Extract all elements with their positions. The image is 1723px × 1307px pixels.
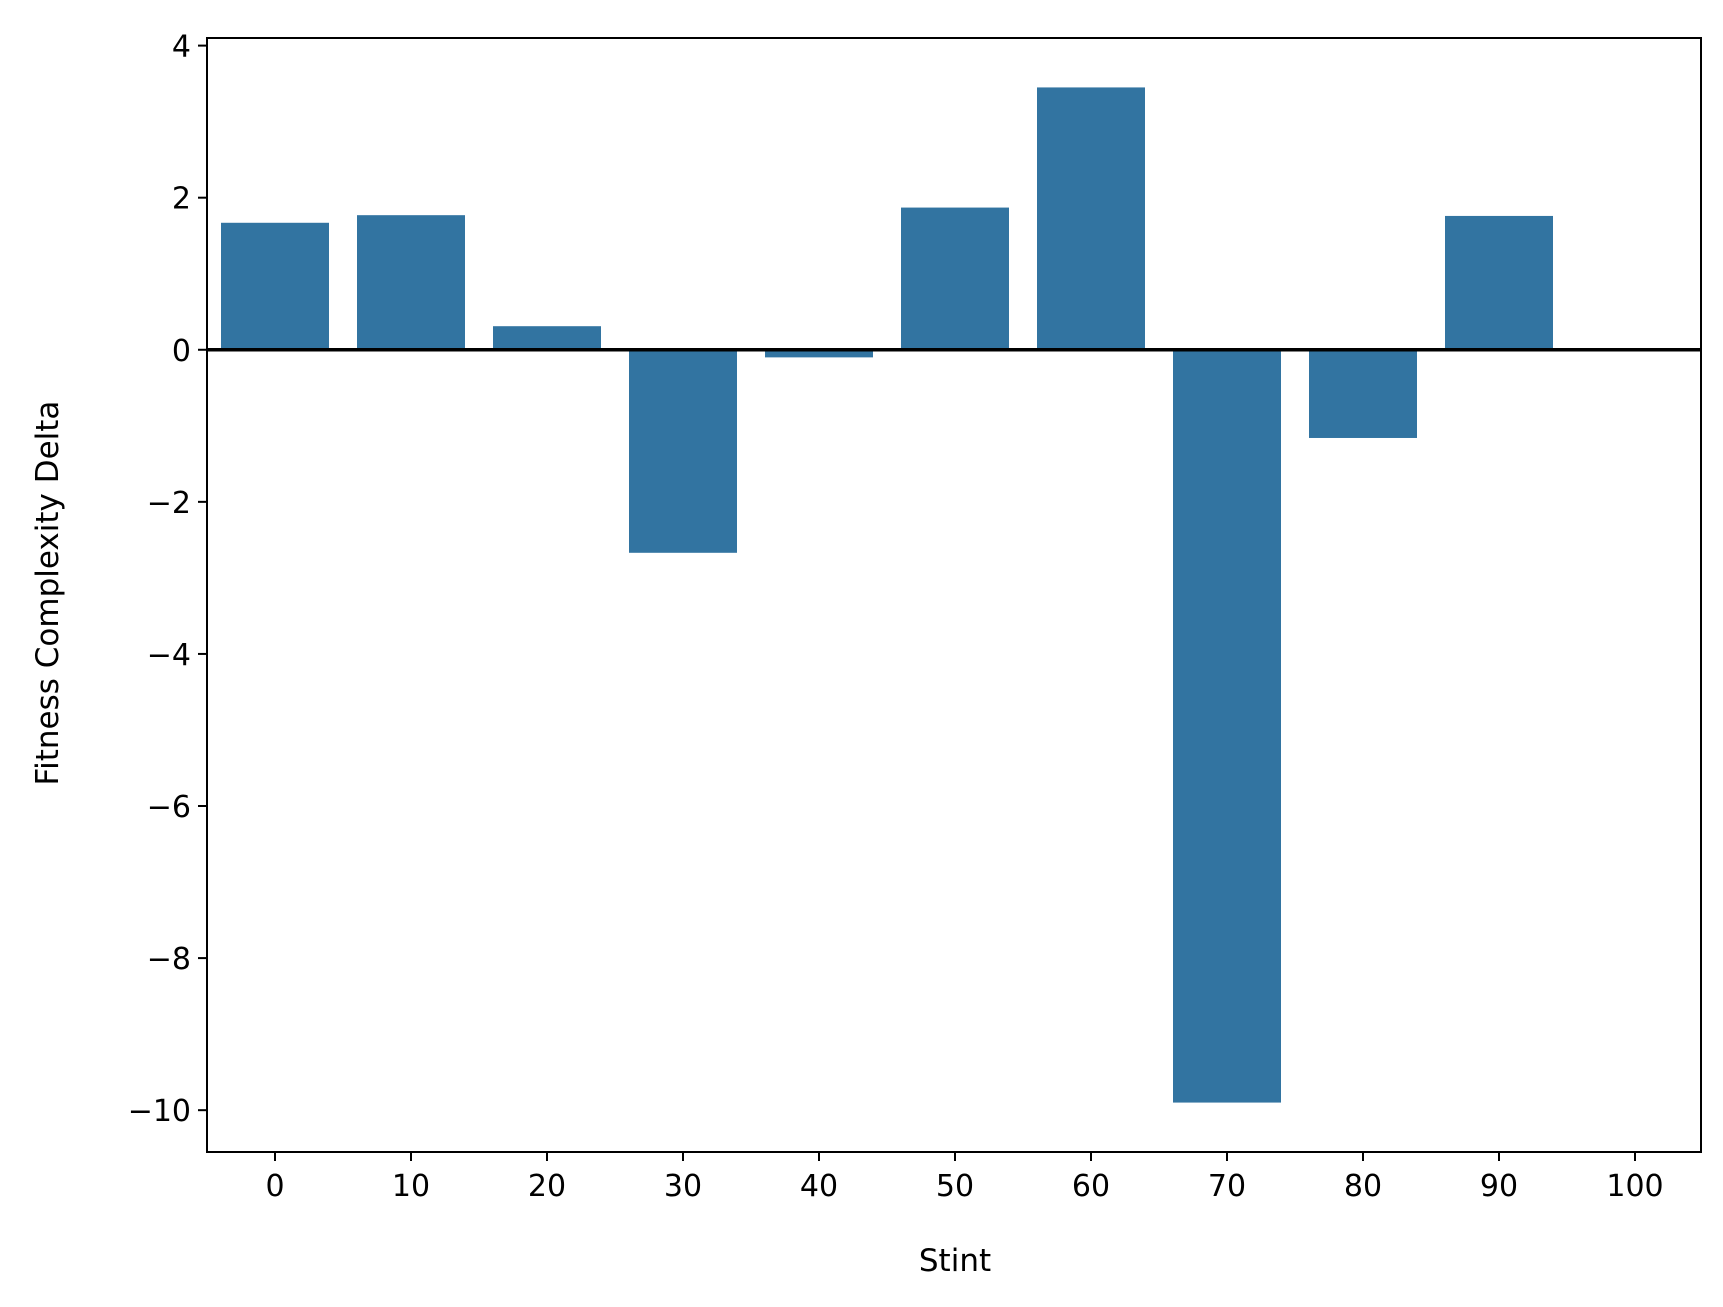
y-tick-label: 4	[172, 30, 191, 65]
x-tick-label: 80	[1344, 1169, 1382, 1204]
x-tick-label: 60	[1072, 1169, 1110, 1204]
bar-80	[1309, 349, 1417, 438]
bar-10	[357, 215, 465, 350]
bar-20	[493, 326, 601, 350]
bar-0	[221, 222, 329, 350]
bar-90	[1445, 215, 1553, 350]
y-tick-label: 0	[172, 334, 191, 369]
x-tick-label: 40	[800, 1169, 838, 1204]
bars-group	[221, 87, 1553, 1103]
y-axis-ticks: 4 2 0 −2 −4 −6 −8 −10	[128, 30, 207, 1129]
x-axis-ticks: 0 10 20 30 40 50 60 70 80 90 100	[265, 1152, 1664, 1204]
y-tick-label: −10	[128, 1094, 191, 1129]
x-axis-label: Stint	[919, 1243, 991, 1279]
x-tick-label: 50	[936, 1169, 974, 1204]
x-tick-label: 20	[528, 1169, 566, 1204]
x-tick-label: 30	[664, 1169, 702, 1204]
bar-60	[1037, 87, 1145, 350]
x-tick-label: 0	[265, 1169, 284, 1204]
bar-70	[1173, 349, 1281, 1103]
x-tick-label: 70	[1208, 1169, 1246, 1204]
y-tick-label: −6	[147, 790, 191, 825]
y-tick-label: −4	[147, 638, 191, 673]
y-tick-label: 2	[172, 182, 191, 217]
bar-40	[765, 349, 873, 358]
x-tick-label: 90	[1480, 1169, 1518, 1204]
bar-30	[629, 349, 737, 553]
x-tick-label: 100	[1606, 1169, 1663, 1204]
y-tick-label: −8	[147, 942, 191, 977]
y-axis-label: Fitness Complexity Delta	[30, 401, 66, 786]
bar-50	[901, 207, 1009, 350]
x-tick-label: 10	[392, 1169, 430, 1204]
y-tick-label: −2	[147, 486, 191, 521]
